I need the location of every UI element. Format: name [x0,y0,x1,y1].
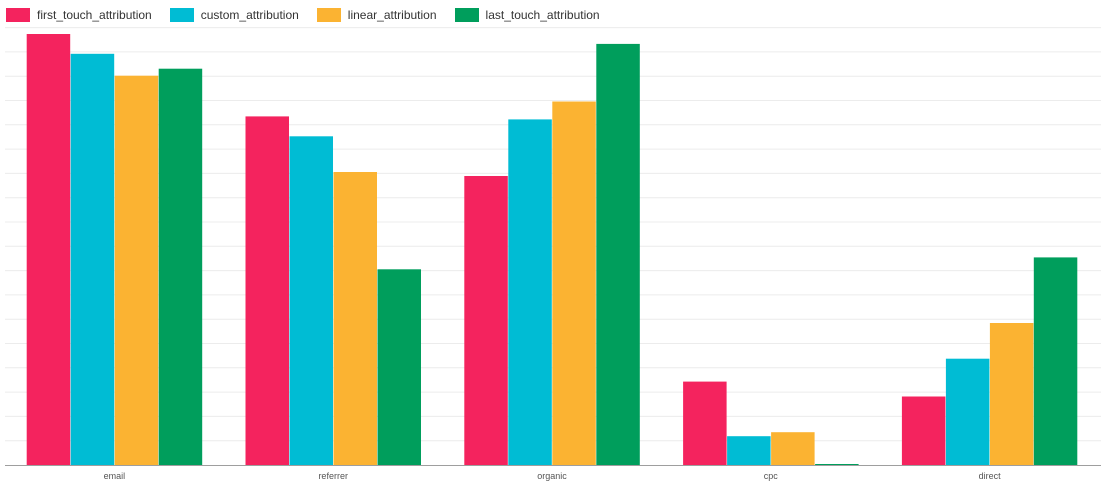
bar-linear_attribution-cpc[interactable] [771,432,815,465]
bar-last_touch_attribution-email[interactable] [158,68,203,465]
bar-custom_attribution-organic[interactable] [508,119,552,466]
legend-item-custom[interactable]: custom_attribution [169,8,299,22]
bars [26,34,1078,466]
legend-label-last-touch: last_touch_attribution [485,8,600,22]
legend-swatch-first-touch [6,8,30,22]
bar-linear_attribution-referrer[interactable] [333,172,378,465]
legend-label-first-touch: first_touch_attribution [37,8,152,22]
bar-last_touch_attribution-organic[interactable] [596,43,640,466]
x-tick-label-email: email [104,471,126,481]
x-tick-label-organic: organic [537,471,567,481]
bar-first_touch_attribution-cpc[interactable] [683,381,727,465]
x-tick-label-cpc: cpc [764,471,779,481]
x-tick-label-direct: direct [979,471,1002,481]
bar-first_touch_attribution-referrer[interactable] [245,116,290,466]
bar-linear_attribution-email[interactable] [114,75,159,465]
bar-linear_attribution-direct[interactable] [989,323,1034,465]
bar-last_touch_attribution-referrer[interactable] [377,269,422,465]
legend-item-first-touch[interactable]: first_touch_attribution [6,8,152,22]
bar-last_touch_attribution-cpc[interactable] [815,464,859,465]
bar-last_touch_attribution-direct[interactable] [1033,257,1078,465]
bar-linear_attribution-organic[interactable] [552,101,596,466]
legend-label-linear: linear_attribution [347,8,437,22]
legend-label-custom: custom_attribution [200,8,299,22]
bar-custom_attribution-referrer[interactable] [289,136,334,466]
x-tick-label-referrer: referrer [318,471,348,481]
legend-item-linear[interactable]: linear_attribution [316,8,437,22]
x-axis-ticks: email referrer organic cpc direct [104,471,1001,481]
bar-custom_attribution-cpc[interactable] [727,436,771,465]
legend-item-last-touch[interactable]: last_touch_attribution [454,8,600,22]
bar-first_touch_attribution-direct[interactable] [901,396,946,466]
legend-swatch-custom [169,8,194,22]
legend-swatch-last-touch [454,8,479,22]
legend-swatch-linear [316,8,341,22]
bar-first_touch_attribution-organic[interactable] [464,176,508,465]
bar-custom_attribution-email[interactable] [70,53,115,466]
legend: first_touch_attribution custom_attributi… [6,6,600,24]
bar-first_touch_attribution-email[interactable] [26,34,71,465]
bar-custom_attribution-direct[interactable] [945,358,990,465]
